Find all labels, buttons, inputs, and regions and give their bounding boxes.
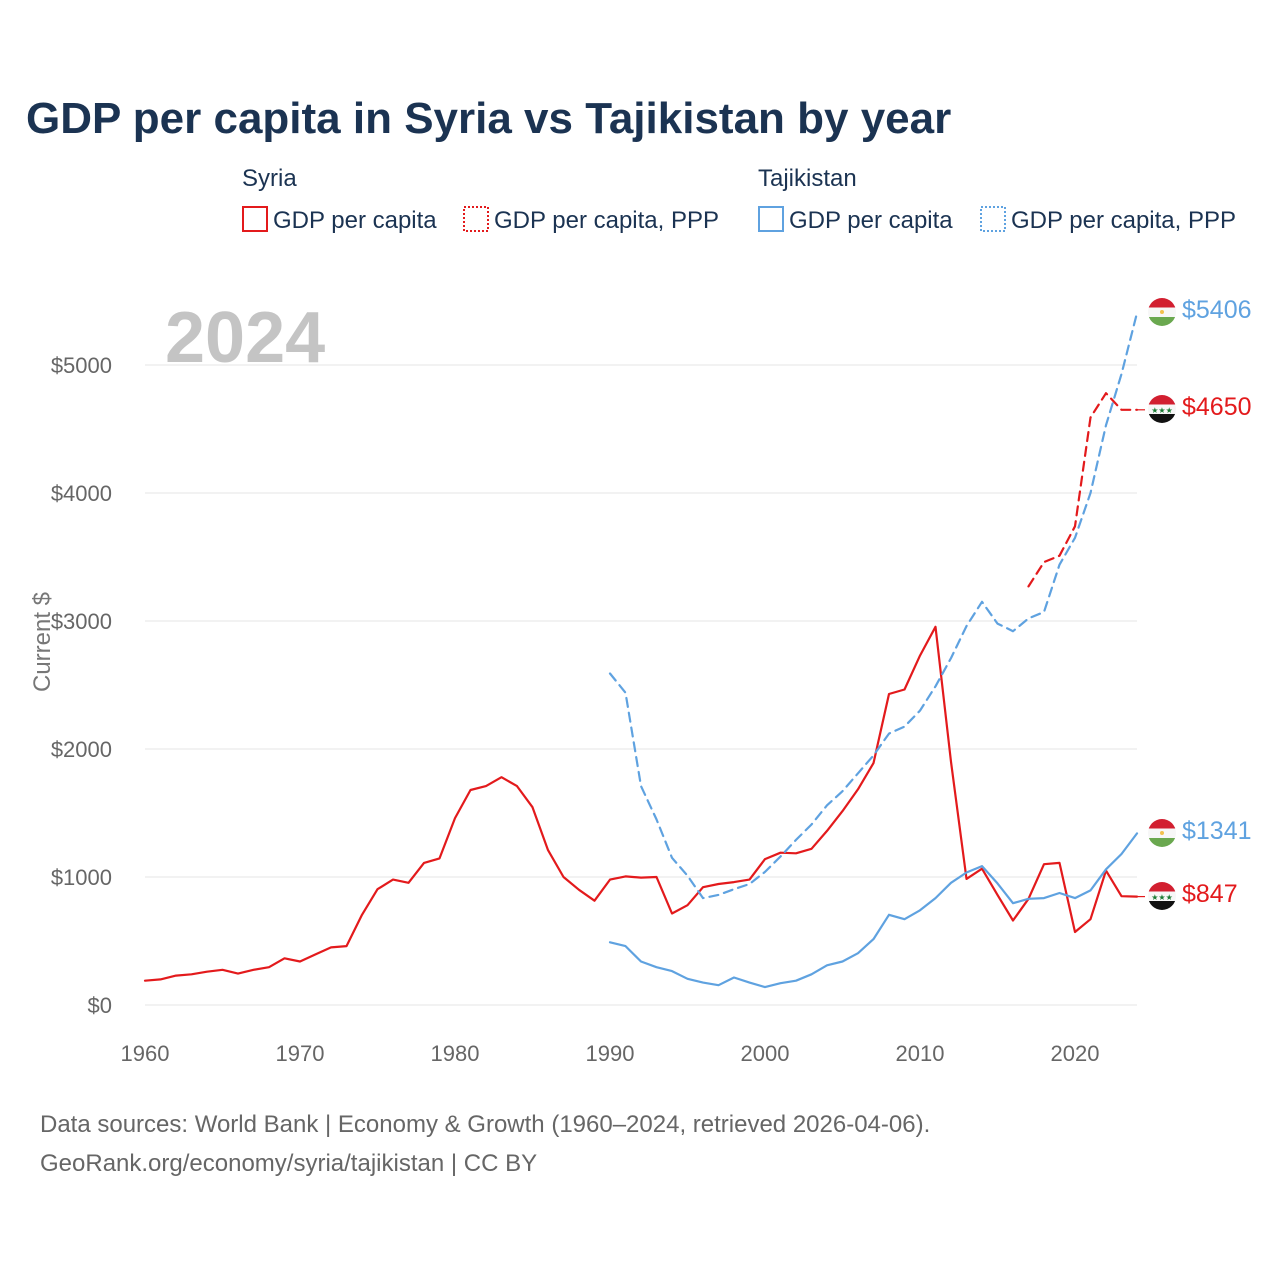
end-label-tajikistan-gdp: $1341 <box>1182 817 1252 845</box>
series-line-syria-gdp[interactable] <box>143 625 1139 982</box>
legend: Syria GDP per capita GDP per capita, PPP… <box>242 165 1236 234</box>
end-label-syria-gdp: $847 <box>1182 880 1238 908</box>
x-tick-label: 2010 <box>896 1041 945 1066</box>
y-tick-label: $3000 <box>51 609 112 634</box>
syria-flag-icon: ★★★ <box>1148 882 1176 910</box>
y-axis-ticks: $0 $1000 $2000 $3000 $4000 $5000 <box>51 353 112 1018</box>
legend-item-tajikistan-gdp[interactable]: GDP per capita <box>789 207 953 234</box>
x-tick-label: 1990 <box>586 1041 635 1066</box>
source-line-1: Data sources: World Bank | Economy & Gro… <box>40 1111 930 1138</box>
tajikistan-flag-icon <box>1148 298 1176 326</box>
y-tick-label: $5000 <box>51 353 112 378</box>
x-tick-label: 2020 <box>1051 1041 1100 1066</box>
y-tick-label: $2000 <box>51 737 112 762</box>
svg-text:★★★: ★★★ <box>1151 893 1173 902</box>
end-label-tajikistan-ppp: $5406 <box>1182 296 1252 324</box>
legend-item-syria-gdp[interactable]: GDP per capita <box>273 207 437 234</box>
x-tick-label: 2000 <box>741 1041 790 1066</box>
series-line-tajikistan-gdp[interactable] <box>608 832 1139 989</box>
x-tick-label: 1980 <box>431 1041 480 1066</box>
x-axis-ticks: 1960 1970 1980 1990 2000 2010 2020 <box>121 1041 1100 1066</box>
x-tick-label: 1960 <box>121 1041 170 1066</box>
source-line-2[interactable]: GeoRank.org/economy/syria/tajikistan | C… <box>40 1150 537 1177</box>
legend-item-syria-ppp[interactable]: GDP per capita, PPP <box>494 207 719 234</box>
svg-text:★★★: ★★★ <box>1151 406 1173 415</box>
legend-swatch-tajikistan-gdp[interactable] <box>758 206 784 232</box>
year-label: 2024 <box>165 298 325 378</box>
legend-swatch-syria-ppp[interactable] <box>463 206 489 232</box>
tajikistan-flag-icon <box>1148 819 1176 847</box>
legend-swatch-syria-gdp[interactable] <box>242 206 268 232</box>
syria-flag-icon: ★★★ <box>1148 395 1176 423</box>
y-axis-label: Current $ <box>29 592 56 692</box>
x-tick-label: 1970 <box>276 1041 325 1066</box>
y-tick-label: $0 <box>88 993 112 1018</box>
end-label-syria-ppp: $4650 <box>1182 393 1252 421</box>
chart-title: GDP per capita in Syria vs Tajikistan by… <box>26 94 951 143</box>
y-tick-label: $1000 <box>51 865 112 890</box>
series-line-tajikistan-ppp[interactable] <box>608 311 1139 900</box>
gridlines <box>145 364 1137 1006</box>
series-lines <box>143 311 1139 989</box>
legend-group-syria: Syria <box>242 165 297 192</box>
legend-item-tajikistan-ppp[interactable]: GDP per capita, PPP <box>1011 207 1236 234</box>
y-tick-label: $4000 <box>51 481 112 506</box>
legend-group-tajikistan: Tajikistan <box>758 165 857 192</box>
legend-swatch-tajikistan-ppp[interactable] <box>980 206 1006 232</box>
series-line-syria-ppp[interactable] <box>1027 392 1139 588</box>
